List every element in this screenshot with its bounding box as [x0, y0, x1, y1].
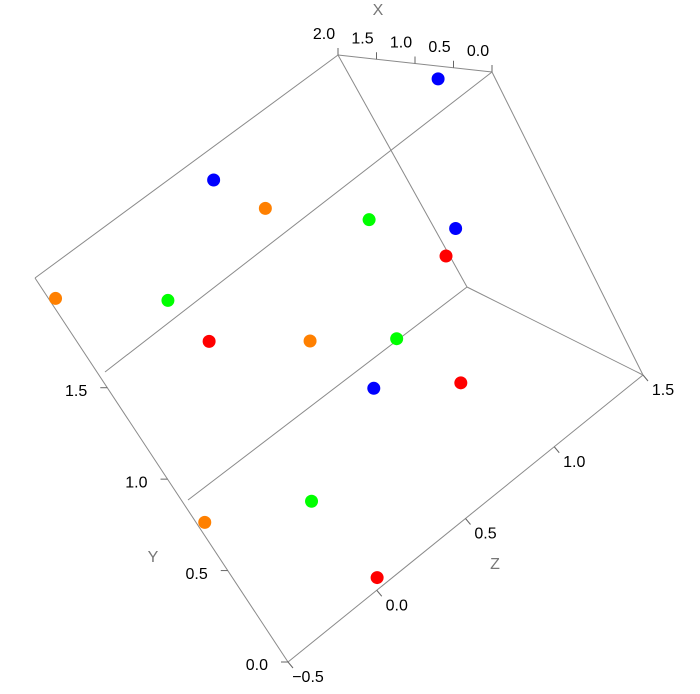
- point: [198, 515, 212, 529]
- z-tick: [376, 589, 383, 597]
- x-axis-title: X: [373, 2, 384, 19]
- point: [362, 213, 376, 227]
- point: [390, 332, 404, 346]
- y-axis-title: Y: [148, 549, 159, 566]
- point: [367, 381, 381, 395]
- x-tick-label: 2.0: [313, 26, 335, 43]
- x-tick-label: 0.5: [428, 39, 450, 56]
- point: [454, 376, 468, 390]
- point: [207, 173, 221, 187]
- point: [439, 249, 453, 263]
- point: [258, 201, 272, 215]
- point: [49, 291, 63, 305]
- box-edge: [466, 286, 644, 376]
- box-edge: [337, 54, 468, 288]
- z-tick: [553, 446, 560, 454]
- z-axis-title: Z: [490, 556, 500, 573]
- box-edge: [34, 54, 339, 279]
- point: [370, 571, 384, 585]
- point: [449, 222, 463, 236]
- point: [305, 494, 319, 508]
- y-tick-label: 0.0: [246, 657, 268, 674]
- z-tick-label: 1.5: [652, 382, 674, 399]
- box-edge: [34, 277, 289, 663]
- point: [161, 293, 175, 307]
- point: [431, 72, 445, 86]
- point: [202, 334, 216, 348]
- x-tick-label: 1.5: [351, 30, 373, 47]
- z-tick-label: 0.5: [474, 526, 496, 543]
- z-tick: [465, 518, 471, 525]
- x-tick-label: 0.0: [467, 43, 489, 60]
- z-tick-label: −0.5: [292, 669, 324, 686]
- z-tick: [287, 661, 294, 669]
- box-edge: [187, 286, 468, 501]
- z-tick: [642, 374, 649, 382]
- box-edge: [491, 71, 644, 376]
- point: [303, 334, 317, 348]
- y-tick-label: 1.0: [125, 474, 147, 491]
- x-tick-label: 1.0: [390, 35, 412, 52]
- z-tick-label: 0.0: [386, 597, 408, 614]
- box-edge: [104, 71, 493, 373]
- y-tick-label: 1.5: [65, 383, 87, 400]
- plot-box: [34, 54, 644, 663]
- z-tick-label: 1.0: [563, 454, 585, 471]
- y-tick-label: 0.5: [186, 566, 208, 583]
